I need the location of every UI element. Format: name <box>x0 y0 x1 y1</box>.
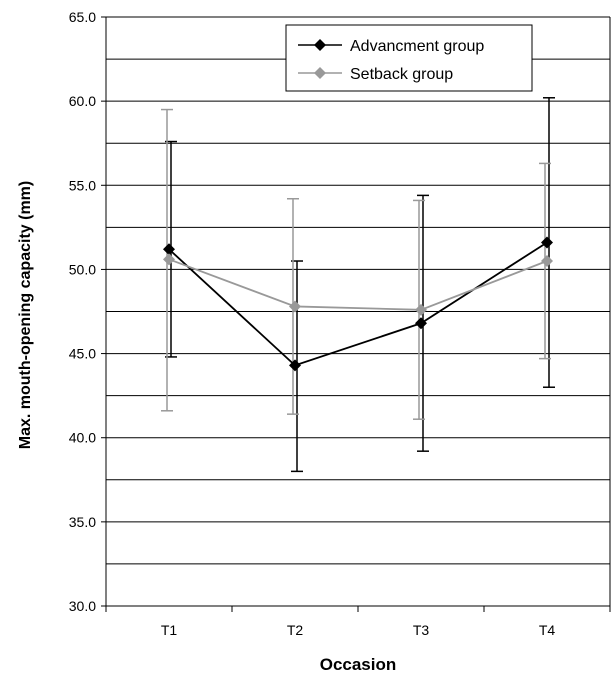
data-point-s1-2 <box>415 303 427 316</box>
data-point-s0-1 <box>289 359 301 372</box>
y-tick-label: 60.0 <box>69 93 96 109</box>
legend-box <box>285 24 533 92</box>
legend: Advancment group Setback group <box>285 24 533 92</box>
y-tick-label: 40.0 <box>69 430 96 446</box>
legend-label-advancement: Advancment group <box>350 38 484 55</box>
data-point-s1-1 <box>289 300 301 313</box>
axes: 30.0 35.0 40.0 45.0 50.0 55.0 60.0 65.0 T1 T2 T3 T4 <box>69 9 611 638</box>
x-axis-label: Occasion <box>320 655 397 674</box>
y-tick-label: 45.0 <box>69 346 96 362</box>
series-line-0 <box>168 241 548 367</box>
y-tick-label: 35.0 <box>69 514 96 530</box>
y-tick-label: 55.0 <box>69 177 96 193</box>
data-point-s0-3 <box>541 236 553 249</box>
y-tick-label: 50.0 <box>69 261 96 277</box>
x-tick-label-t4: T4 <box>539 622 556 638</box>
data-point-s0-2 <box>415 317 427 330</box>
data-point-s1-0 <box>163 253 175 266</box>
y-tick-label: 65.0 <box>69 9 96 25</box>
x-tick-label-t2: T2 <box>287 622 304 638</box>
y-tick-label: 30.0 <box>69 598 96 614</box>
y-axis-label: Max. mouth-opening capacity (mm) <box>17 181 34 449</box>
series-line-1 <box>168 258 548 311</box>
series-markers <box>163 236 553 372</box>
series-lines <box>168 241 548 367</box>
data-point-s0-0 <box>163 243 175 256</box>
legend-marker-advancement <box>314 39 326 51</box>
x-tick-label-t1: T1 <box>161 622 178 638</box>
x-tick-label-t3: T3 <box>413 622 430 638</box>
data-point-s1-3 <box>541 255 553 268</box>
legend-marker-setback <box>314 67 326 79</box>
legend-label-setback: Setback group <box>350 66 453 83</box>
